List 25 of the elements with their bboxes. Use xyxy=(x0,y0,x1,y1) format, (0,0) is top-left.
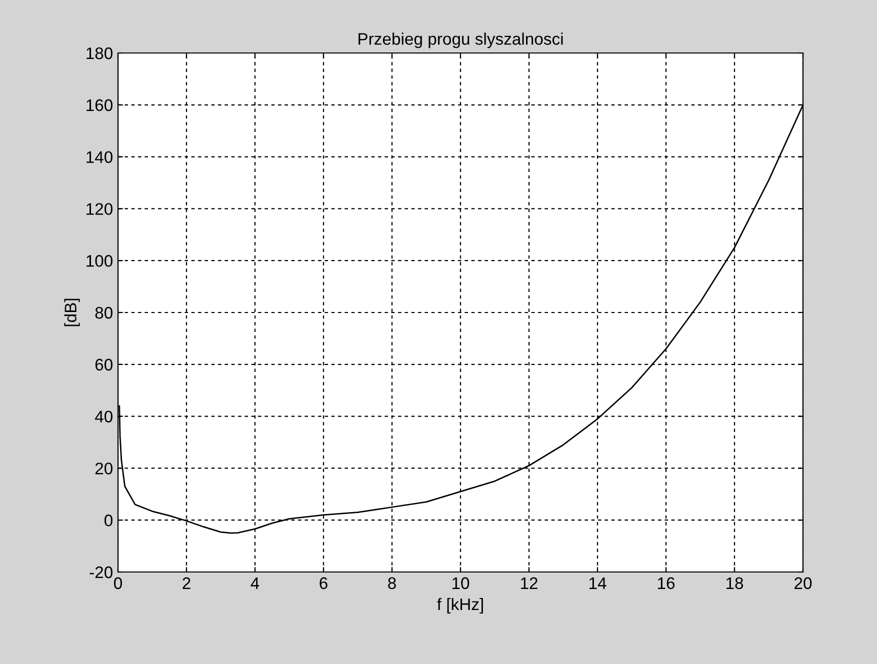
y-tick-label: 140 xyxy=(86,151,112,164)
y-tick-label: 160 xyxy=(86,99,112,112)
x-tick-label: 2 xyxy=(182,577,190,589)
x-axis-title: f [kHz] xyxy=(437,598,483,614)
y-tick-label: 60 xyxy=(95,358,112,371)
x-tick-label: 12 xyxy=(521,577,538,589)
x-tick-label: 10 xyxy=(452,577,470,590)
x-tick-label: 20 xyxy=(794,577,812,590)
x-tick-label: 4 xyxy=(250,577,260,589)
x-tick-label: 6 xyxy=(320,577,328,590)
x-tick-label: 8 xyxy=(388,577,396,590)
x-tick-label: 18 xyxy=(726,577,744,590)
y-tick-label: -20 xyxy=(90,566,112,578)
y-tick-label: 120 xyxy=(86,203,112,215)
y-tick-label: 100 xyxy=(86,255,112,267)
chart-title: Przebieg progu slyszalnosci xyxy=(358,32,563,48)
y-tick-label: 0 xyxy=(104,514,112,526)
y-tick-label: 40 xyxy=(94,410,112,423)
y-axis-title: [dB] xyxy=(64,298,80,326)
y-tick-label: 20 xyxy=(95,462,112,474)
y-tick-label: 80 xyxy=(95,306,112,319)
x-tick-label: 16 xyxy=(658,577,675,590)
y-tick-label: 180 xyxy=(86,47,112,60)
x-tick-label: 0 xyxy=(114,577,122,590)
x-tick-label: 14 xyxy=(590,577,606,589)
